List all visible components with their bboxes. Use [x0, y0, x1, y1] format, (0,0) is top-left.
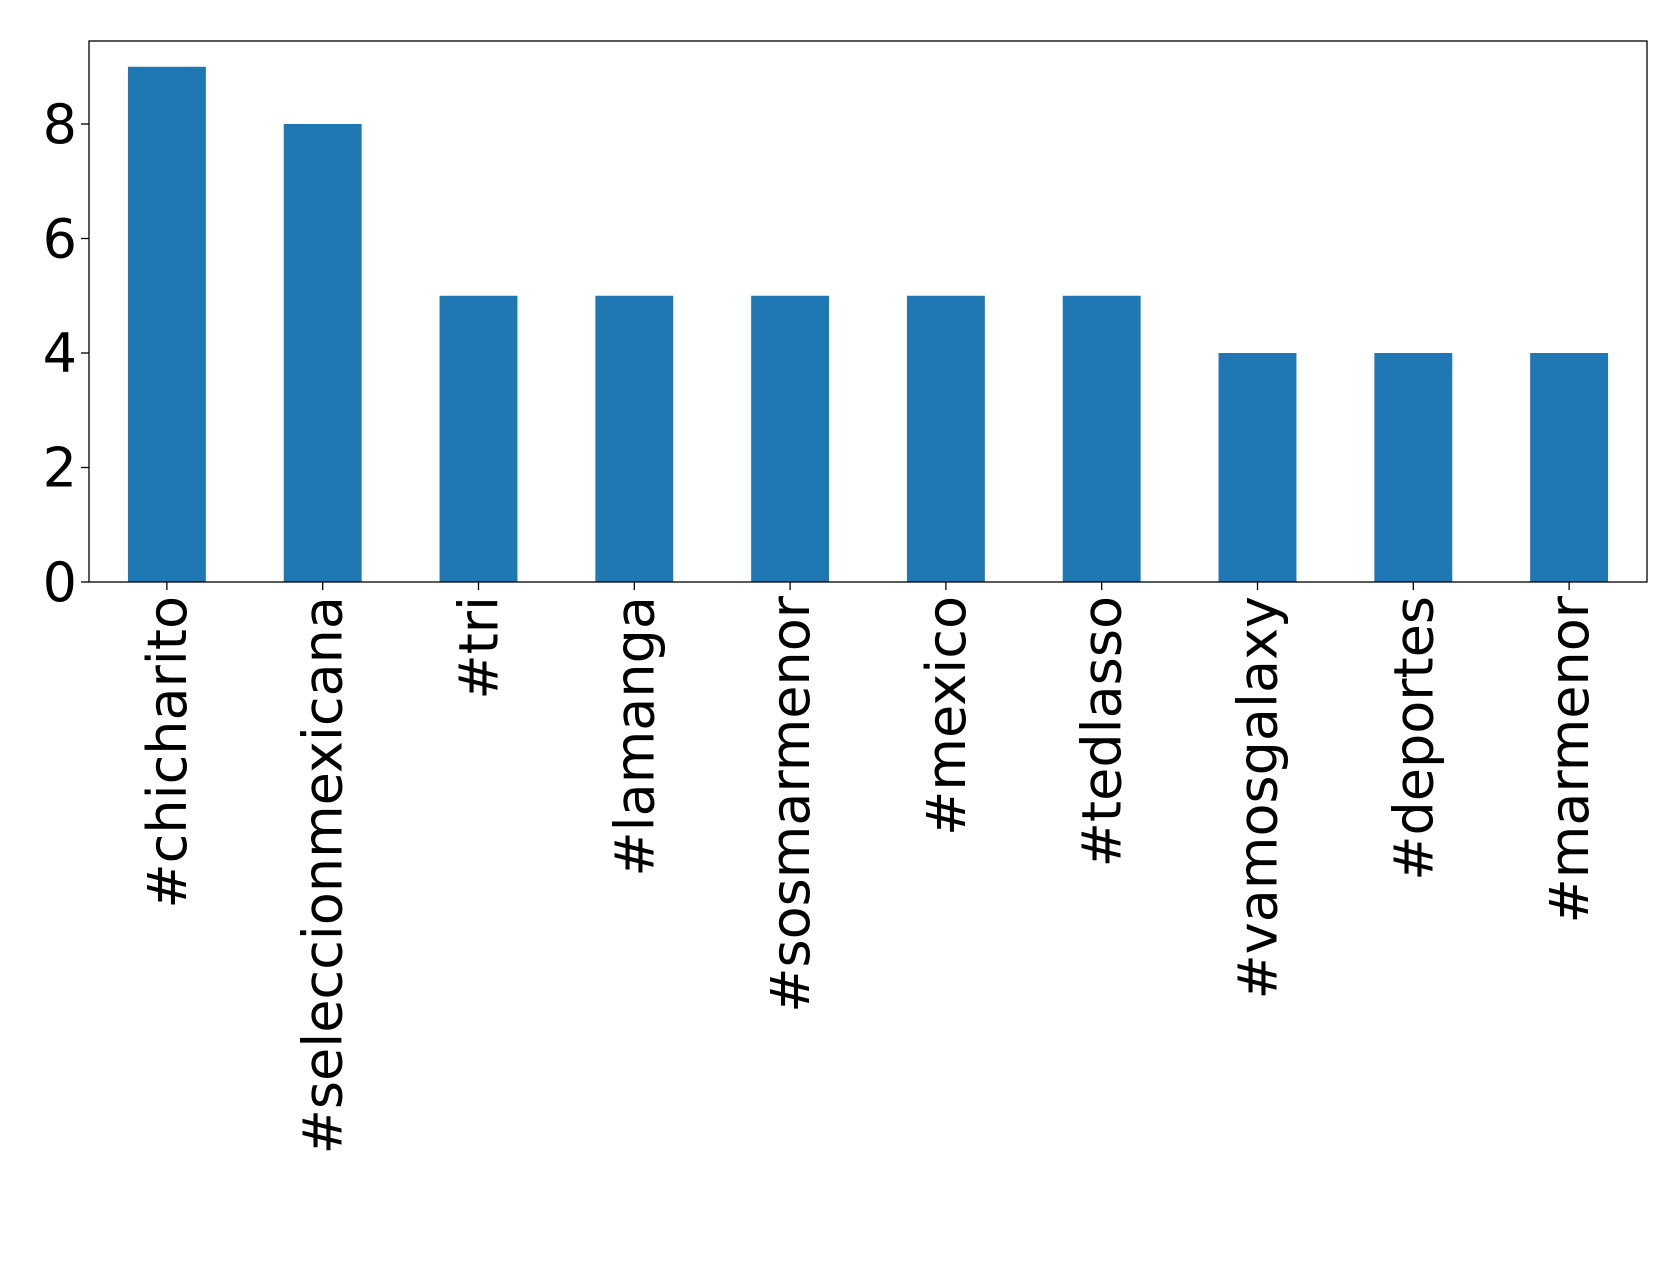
y-tick-label: 4: [43, 322, 77, 385]
y-tick-label: 8: [43, 93, 77, 156]
x-tick-label: #lamanga: [603, 596, 666, 877]
bar: [906, 295, 985, 582]
y-tick-label: 6: [43, 208, 77, 271]
bar: [127, 66, 206, 582]
x-tick-label: #mexico: [915, 596, 978, 836]
x-tick-label: #sosmarmenor: [759, 595, 822, 1013]
bar: [751, 295, 830, 582]
bar: [1374, 353, 1453, 582]
y-tick-label: 2: [43, 437, 77, 500]
x-tick-label: #deportes: [1382, 596, 1445, 881]
bar: [1530, 353, 1609, 582]
bar: [1062, 295, 1141, 582]
x-tick-label: #chicharito: [136, 596, 199, 909]
x-tick-label: #tedlasso: [1071, 596, 1134, 867]
plot-frame: [88, 40, 1648, 583]
x-tick-label: #tri: [448, 596, 511, 700]
bar: [283, 124, 362, 582]
bar: [1218, 353, 1297, 582]
bar: [595, 295, 674, 582]
x-tick-label: #marmenor: [1538, 595, 1601, 923]
y-tick-label: 0: [43, 551, 77, 614]
x-tick-label: #vamosgalaxy: [1227, 596, 1290, 999]
bar: [439, 295, 518, 582]
x-tick-label: #seleccionmexicana: [292, 596, 355, 1154]
